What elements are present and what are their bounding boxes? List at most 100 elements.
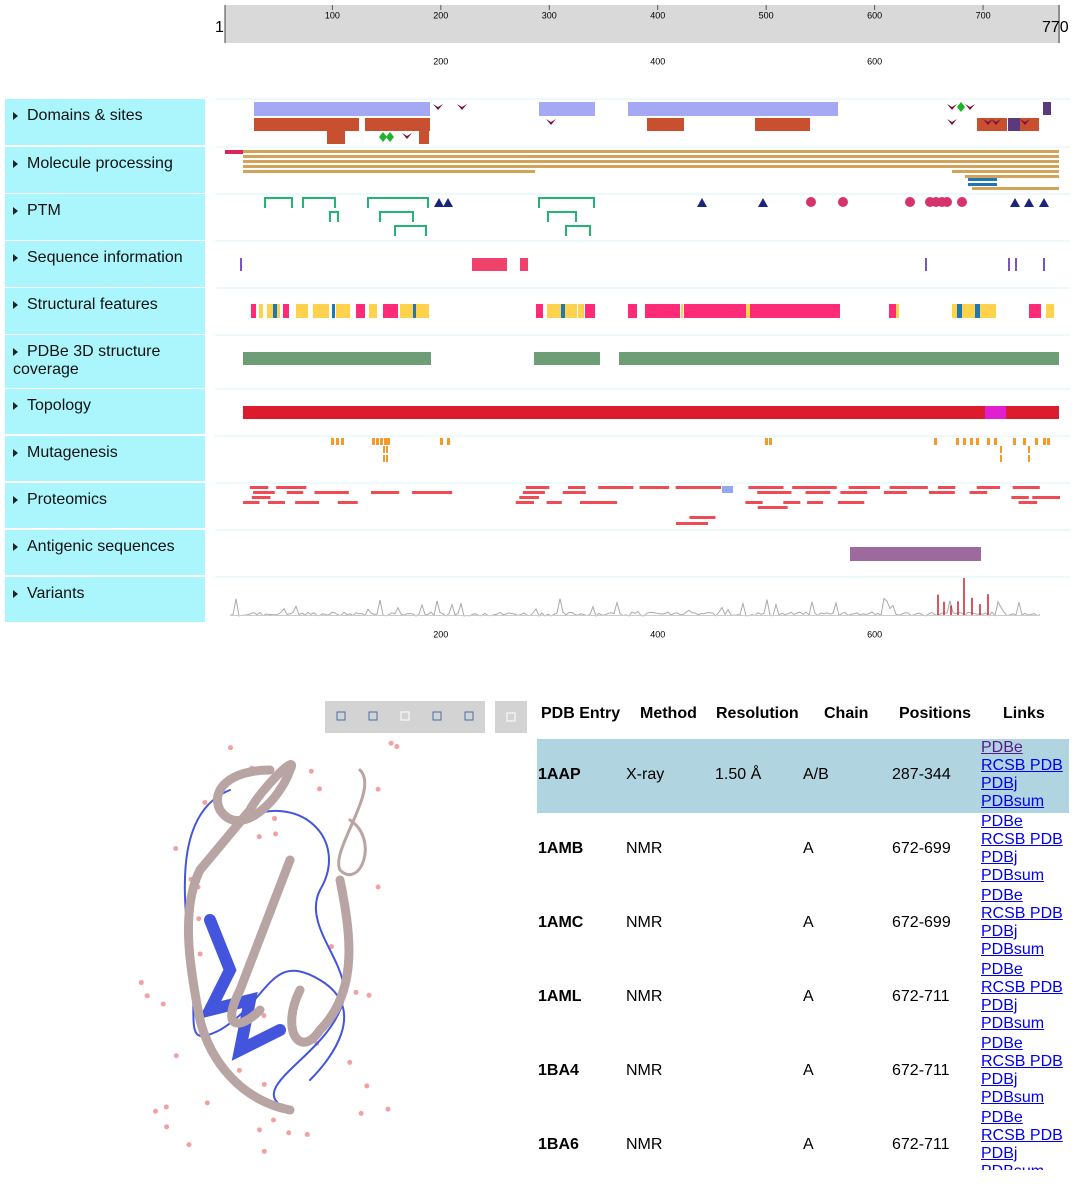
peptide[interactable] [370, 491, 400, 494]
link[interactable]: PDBsum [981, 941, 1045, 958]
control-button[interactable] [400, 711, 410, 721]
sequence-site[interactable] [1015, 258, 1017, 271]
glycosylation[interactable] [1010, 198, 1020, 207]
pdb-coverage[interactable] [243, 352, 431, 365]
link[interactable]: RCSB PDB [981, 1053, 1063, 1070]
track-label-box[interactable] [5, 241, 205, 287]
link[interactable]: PDBe [981, 1109, 1023, 1126]
peptide[interactable] [805, 491, 831, 494]
column-header[interactable]: PDB Entry [541, 705, 621, 722]
peptide[interactable] [412, 491, 453, 494]
region[interactable] [647, 118, 684, 131]
peptide[interactable] [295, 501, 319, 504]
site[interactable] [1008, 118, 1020, 131]
mutagenesis[interactable] [1000, 446, 1002, 453]
link[interactable]: PDBj [981, 997, 1018, 1014]
structure-element[interactable] [975, 304, 980, 318]
link[interactable]: PDBe [981, 1035, 1023, 1052]
link[interactable]: PDBsum [981, 867, 1045, 884]
disulfide[interactable] [302, 197, 336, 208]
disulfide[interactable] [329, 211, 339, 222]
peptide[interactable] [968, 178, 997, 181]
binding-site[interactable] [546, 119, 556, 125]
mutagenesis[interactable] [383, 446, 385, 453]
mutagenesis[interactable] [769, 438, 772, 445]
peptide[interactable] [268, 501, 285, 504]
link[interactable]: RCSB PDB [981, 757, 1063, 774]
link[interactable]: PDBj [981, 775, 1018, 792]
structure-element[interactable] [400, 304, 413, 318]
disulfide[interactable] [565, 225, 591, 236]
sequence-conflict[interactable] [520, 258, 528, 271]
peptide[interactable] [567, 486, 586, 489]
link[interactable]: PDBj [981, 923, 1018, 940]
structure-element[interactable] [1046, 304, 1054, 318]
mutagenesis[interactable] [956, 438, 959, 445]
structure-element[interactable] [413, 304, 416, 318]
mutagenesis[interactable] [765, 438, 768, 445]
mutagenesis[interactable] [384, 438, 387, 445]
region[interactable] [755, 118, 810, 131]
chain[interactable] [965, 175, 1059, 178]
mutagenesis[interactable] [970, 438, 973, 445]
track-label-box[interactable] [5, 577, 205, 622]
link[interactable]: PDBe [981, 739, 1023, 756]
structure-element[interactable] [536, 304, 543, 318]
binding-site[interactable] [402, 133, 412, 139]
structure-element[interactable] [628, 304, 637, 318]
mutagenesis[interactable] [380, 438, 383, 445]
structure-element[interactable] [547, 304, 561, 318]
domain[interactable] [628, 102, 838, 116]
sequence-site[interactable] [1008, 258, 1010, 271]
peptide[interactable] [242, 501, 260, 504]
peptide[interactable] [883, 491, 907, 494]
region[interactable] [327, 131, 345, 144]
binding-site[interactable] [991, 119, 1001, 125]
transmembrane[interactable] [985, 406, 1006, 419]
disulfide[interactable] [367, 197, 429, 208]
structure-3d-view[interactable] [120, 730, 420, 1170]
glycosylation[interactable] [434, 198, 444, 207]
region[interactable] [1016, 118, 1039, 131]
peptide[interactable] [598, 486, 634, 489]
peptide[interactable] [562, 491, 586, 494]
binding-site[interactable] [983, 119, 993, 125]
metal-site[interactable] [957, 102, 965, 112]
mutagenesis[interactable] [386, 446, 388, 453]
control-button[interactable] [464, 711, 474, 721]
sequence-site[interactable] [1043, 258, 1045, 271]
mutagenesis[interactable] [934, 438, 937, 445]
mutagenesis[interactable] [963, 438, 966, 445]
structure-element[interactable] [273, 304, 277, 318]
peptide[interactable] [837, 501, 865, 504]
link[interactable]: PDBe [981, 887, 1023, 904]
peptide[interactable] [689, 516, 716, 519]
disulfide[interactable] [538, 197, 595, 208]
link[interactable]: RCSB PDB [981, 1127, 1063, 1144]
structure-element[interactable] [296, 304, 308, 318]
structure-element[interactable] [336, 304, 350, 318]
peptide[interactable] [937, 486, 956, 489]
disulfide[interactable] [379, 211, 414, 222]
peptide[interactable] [286, 491, 304, 494]
antigen[interactable] [850, 547, 981, 561]
structure-element[interactable] [681, 304, 683, 318]
modified-residue[interactable] [905, 197, 915, 207]
ruler-band[interactable] [225, 5, 1060, 43]
control-button[interactable] [336, 711, 346, 721]
mutagenesis[interactable] [1047, 438, 1050, 445]
binding-site[interactable] [1020, 119, 1030, 125]
structure-element[interactable] [645, 304, 680, 318]
glycosylation[interactable] [697, 198, 707, 207]
structure-element[interactable] [369, 304, 377, 318]
link[interactable]: PDBe [981, 813, 1023, 830]
domain[interactable] [539, 102, 595, 116]
peptide[interactable] [579, 501, 618, 504]
peptide[interactable] [515, 501, 534, 504]
structure-element[interactable] [889, 304, 896, 318]
link[interactable]: RCSB PDB [981, 831, 1063, 848]
glycosylation[interactable] [1039, 198, 1049, 207]
structure-element[interactable] [283, 304, 289, 318]
link[interactable]: PDBsum [981, 1089, 1045, 1106]
peptide[interactable] [848, 486, 881, 489]
